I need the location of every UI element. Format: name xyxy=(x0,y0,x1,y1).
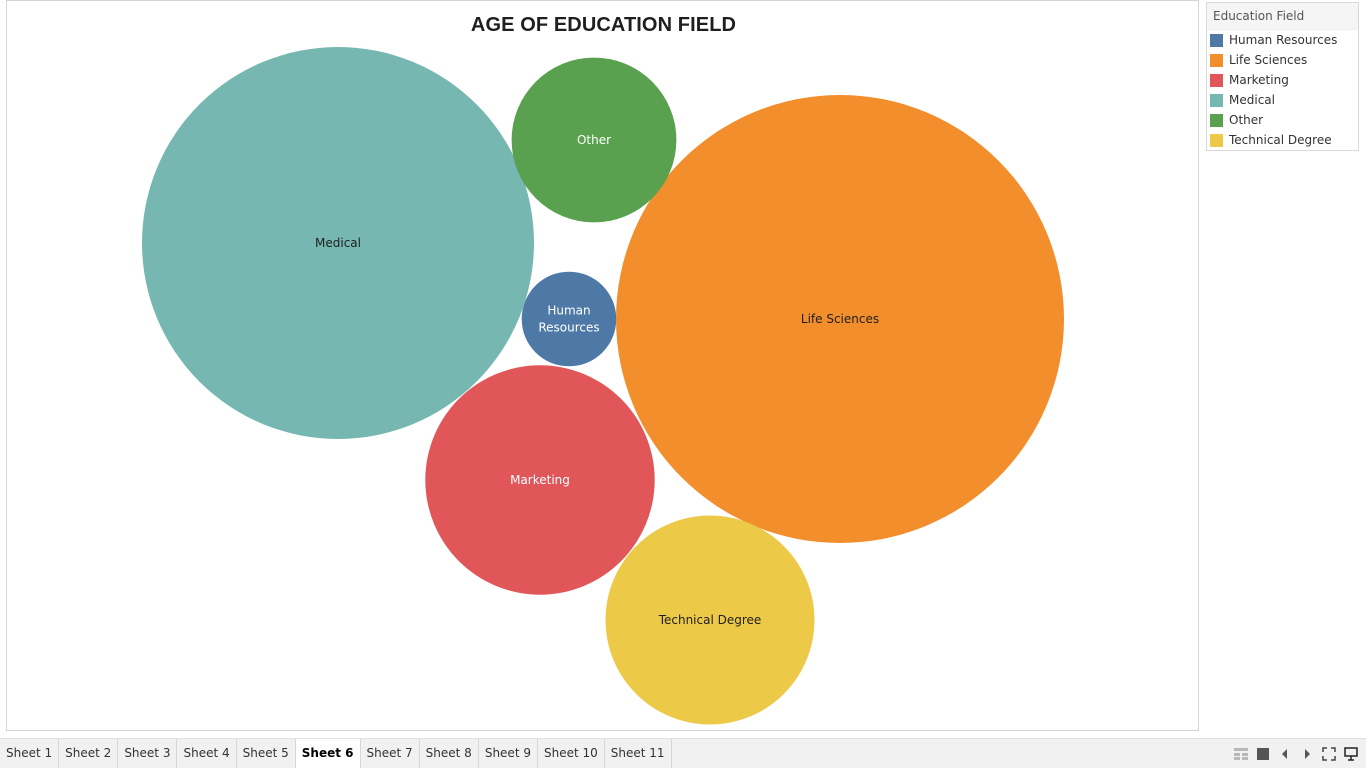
viz-pane: AGE OF EDUCATION FIELD Human Resources Lif… xyxy=(6,0,1199,731)
tab-sheet-4[interactable]: Sheet 4 xyxy=(177,739,237,768)
bubble-label-technical-degree: Technical Degree xyxy=(658,613,762,627)
legend-label: Medical xyxy=(1229,93,1275,107)
bubble-label-line: Technical Degree xyxy=(658,613,762,627)
show-filmstrip-button[interactable] xyxy=(1230,743,1252,765)
legend-swatch xyxy=(1210,113,1223,127)
tab-sheet-10[interactable]: Sheet 10 xyxy=(538,739,605,768)
sheet-tabs: Sheet 1 Sheet 2 Sheet 3 Sheet 4 Sheet 5 Sheet… xyxy=(0,739,672,768)
legend-item-marketing[interactable]: Marketing xyxy=(1207,70,1358,90)
tab-sheet-3[interactable]: Sheet 3 xyxy=(118,739,178,768)
tab-sheet-6[interactable]: Sheet 6 xyxy=(295,739,361,768)
bubble-label-line: Medical xyxy=(315,236,361,250)
legend-label: Human Resources xyxy=(1229,33,1338,47)
fullscreen-button[interactable] xyxy=(1318,743,1340,765)
sheet-tab-bar: Sheet 1 Sheet 2 Sheet 3 Sheet 4 Sheet 5 Sheet… xyxy=(0,738,1366,768)
legend-item-human-resources[interactable]: Human Resources xyxy=(1207,30,1358,50)
bubble-label-life-sciences: Life Sciences xyxy=(801,312,879,326)
show-tabs-icon xyxy=(1257,747,1269,760)
legend-label: Marketing xyxy=(1229,73,1289,87)
legend: Education Field Human Resources Life Scie… xyxy=(1206,2,1359,151)
bubble-label-line: Resources xyxy=(538,321,599,335)
tab-sheet-9[interactable]: Sheet 9 xyxy=(479,739,538,768)
legend-label: Life Sciences xyxy=(1229,53,1308,67)
bubble-label-human-resources: Human Resources xyxy=(538,304,599,335)
bubble-life-sciences[interactable] xyxy=(616,95,1064,543)
legend-swatch xyxy=(1210,33,1223,47)
legend-item-medical[interactable]: Medical xyxy=(1207,90,1358,110)
previous-sheet-button[interactable] xyxy=(1274,743,1296,765)
tab-sheet-2[interactable]: Sheet 2 xyxy=(59,739,119,768)
legend-item-life-sciences[interactable]: Life Sciences xyxy=(1207,50,1358,70)
fullscreen-icon xyxy=(1322,746,1336,761)
bubble-label-medical: Medical xyxy=(315,236,361,250)
tab-sheet-8[interactable]: Sheet 8 xyxy=(420,739,479,768)
legend-swatch xyxy=(1210,73,1223,87)
bubble-label-line: Marketing xyxy=(510,473,570,487)
presentation-mode-icon xyxy=(1344,746,1358,761)
next-sheet-button[interactable] xyxy=(1296,743,1318,765)
legend-label: Other xyxy=(1229,113,1264,127)
bubble-medical[interactable] xyxy=(142,47,534,439)
bubble-chart: Human Resources Life Sciences Marketing Medi… xyxy=(142,47,1064,725)
legend-swatch xyxy=(1210,133,1223,147)
legend-swatch xyxy=(1210,53,1223,67)
show-filmstrip-icon xyxy=(1234,747,1248,760)
tab-sheet-11[interactable]: Sheet 11 xyxy=(605,739,672,768)
legend-swatch xyxy=(1210,93,1223,107)
bubble-other[interactable] xyxy=(511,57,677,223)
tab-sheet-1[interactable]: Sheet 1 xyxy=(0,739,60,768)
next-sheet-icon xyxy=(1303,748,1311,759)
chart-title: AGE OF EDUCATION FIELD xyxy=(470,14,737,36)
legend-item-technical-degree[interactable]: Technical Degree xyxy=(1207,130,1358,150)
legend-item-other[interactable]: Other xyxy=(1207,110,1358,130)
bubble-human-resources[interactable] xyxy=(521,271,617,367)
bubble-label-line: Human xyxy=(547,304,590,318)
legend-title: Education Field xyxy=(1207,3,1358,30)
bubble-technical-degree[interactable] xyxy=(605,515,815,725)
legend-label: Technical Degree xyxy=(1229,133,1332,147)
tab-controls xyxy=(1230,739,1362,768)
bubble-marketing[interactable] xyxy=(425,365,655,595)
bubble-label-other: Other xyxy=(577,133,611,147)
bubble-label-marketing: Marketing xyxy=(510,473,570,487)
bubble-label-line: Life Sciences xyxy=(801,312,879,326)
legend-items: Human Resources Life Sciences Marketing Med… xyxy=(1207,30,1358,150)
bubble-label-line: Other xyxy=(577,133,611,147)
previous-sheet-icon xyxy=(1281,748,1289,759)
tab-sheet-5[interactable]: Sheet 5 xyxy=(237,739,296,768)
show-tabs-button[interactable] xyxy=(1252,743,1274,765)
presentation-mode-button[interactable] xyxy=(1340,743,1362,765)
tab-sheet-7[interactable]: Sheet 7 xyxy=(361,739,420,768)
